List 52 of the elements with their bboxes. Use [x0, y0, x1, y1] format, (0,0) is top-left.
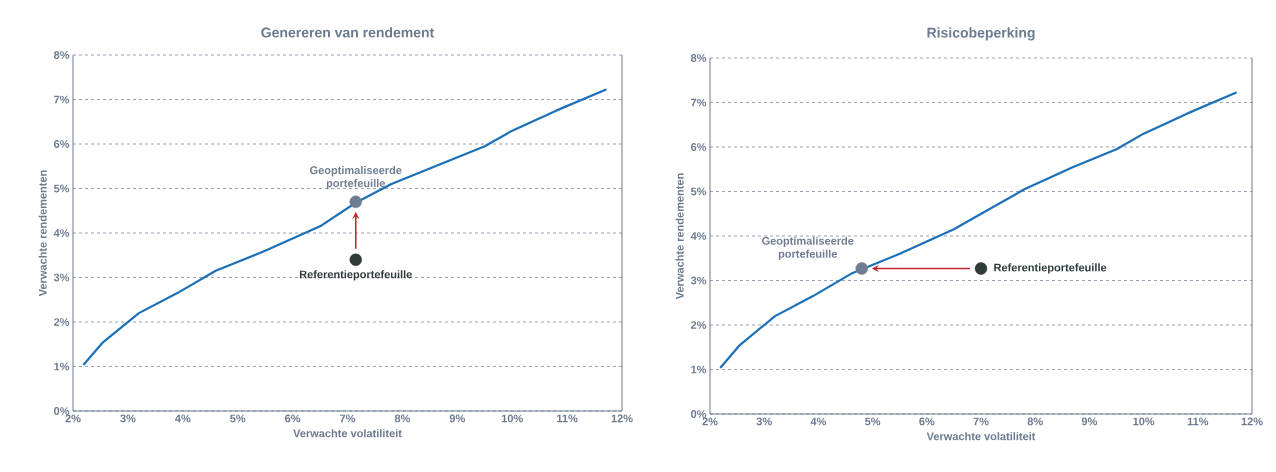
y-tick-label: 6%	[690, 143, 707, 151]
y-tick-label: 2%	[53, 318, 70, 326]
y-tick-label: 3%	[53, 273, 70, 282]
chart-title: Risicobeperking	[927, 27, 1035, 41]
x-axis-title: Verwachte volatiliteit	[293, 429, 402, 438]
y-tick-label: 3%	[690, 276, 707, 285]
x-tick-label: 3%	[756, 417, 772, 426]
y-tick-label: 8%	[53, 51, 70, 59]
y-tick-label: 1%	[691, 365, 707, 374]
y-tick-label: 5%	[690, 187, 707, 196]
x-tick-label: 8%	[394, 414, 411, 423]
x-tick-label: 11%	[557, 414, 578, 423]
x-tick-label: 11%	[1187, 417, 1209, 426]
x-tick-label: 6%	[919, 417, 935, 426]
x-tick-label: 6%	[285, 414, 301, 423]
x-tick-label: 2%	[702, 417, 718, 426]
x-tick-label: 2%	[65, 414, 81, 423]
y-tick-label: 4%	[690, 232, 707, 240]
y-tick-label: 8%	[690, 54, 707, 62]
series-label: Geoptimaliseerde portefeuille	[762, 236, 854, 260]
line-series	[82, 88, 607, 366]
line-series	[719, 91, 1237, 369]
x-tick-label: 9%	[1081, 417, 1098, 426]
x-tick-label: 5%	[230, 414, 246, 423]
x-axis-title: Verwachte volatiliteit	[926, 432, 1036, 441]
x-tick-label: 4%	[175, 414, 191, 423]
x-tick-label: 12%	[611, 414, 633, 423]
x-tick-label: 8%	[1027, 417, 1043, 426]
y-axis-title: Verwachte rendementen	[675, 173, 684, 300]
y-tick-label: 7%	[54, 95, 70, 104]
y-tick-label: 6%	[53, 140, 70, 148]
x-tick-label: 7%	[340, 414, 356, 423]
y-tick-label: 0%	[691, 410, 707, 418]
y-axis-title: Verwachte rendementen	[38, 170, 47, 297]
series-label: Referentieportefeuille	[994, 263, 1107, 274]
series-label: Geoptimaliseerde portefeuille	[310, 166, 402, 190]
y-tick-label: 5%	[53, 184, 70, 193]
y-tick-label: 7%	[691, 98, 707, 107]
chart-title: Genereren van rendement	[261, 27, 435, 38]
y-tick-label: 0%	[54, 407, 70, 415]
y-tick-label: 4%	[53, 229, 70, 237]
x-tick-label: 9%	[449, 414, 465, 423]
x-tick-label: 12%	[1241, 417, 1263, 426]
x-tick-label: 10%	[501, 414, 523, 423]
x-tick-label: 10%	[1133, 417, 1155, 426]
x-tick-label: 5%	[865, 417, 881, 426]
x-tick-label: 4%	[810, 417, 827, 426]
x-tick-label: 3%	[120, 414, 136, 423]
x-tick-label: 7%	[973, 417, 989, 426]
y-tick-label: 1%	[54, 362, 70, 371]
y-tick-label: 2%	[690, 321, 707, 329]
series-label: Referentieportefeuille	[299, 270, 412, 281]
